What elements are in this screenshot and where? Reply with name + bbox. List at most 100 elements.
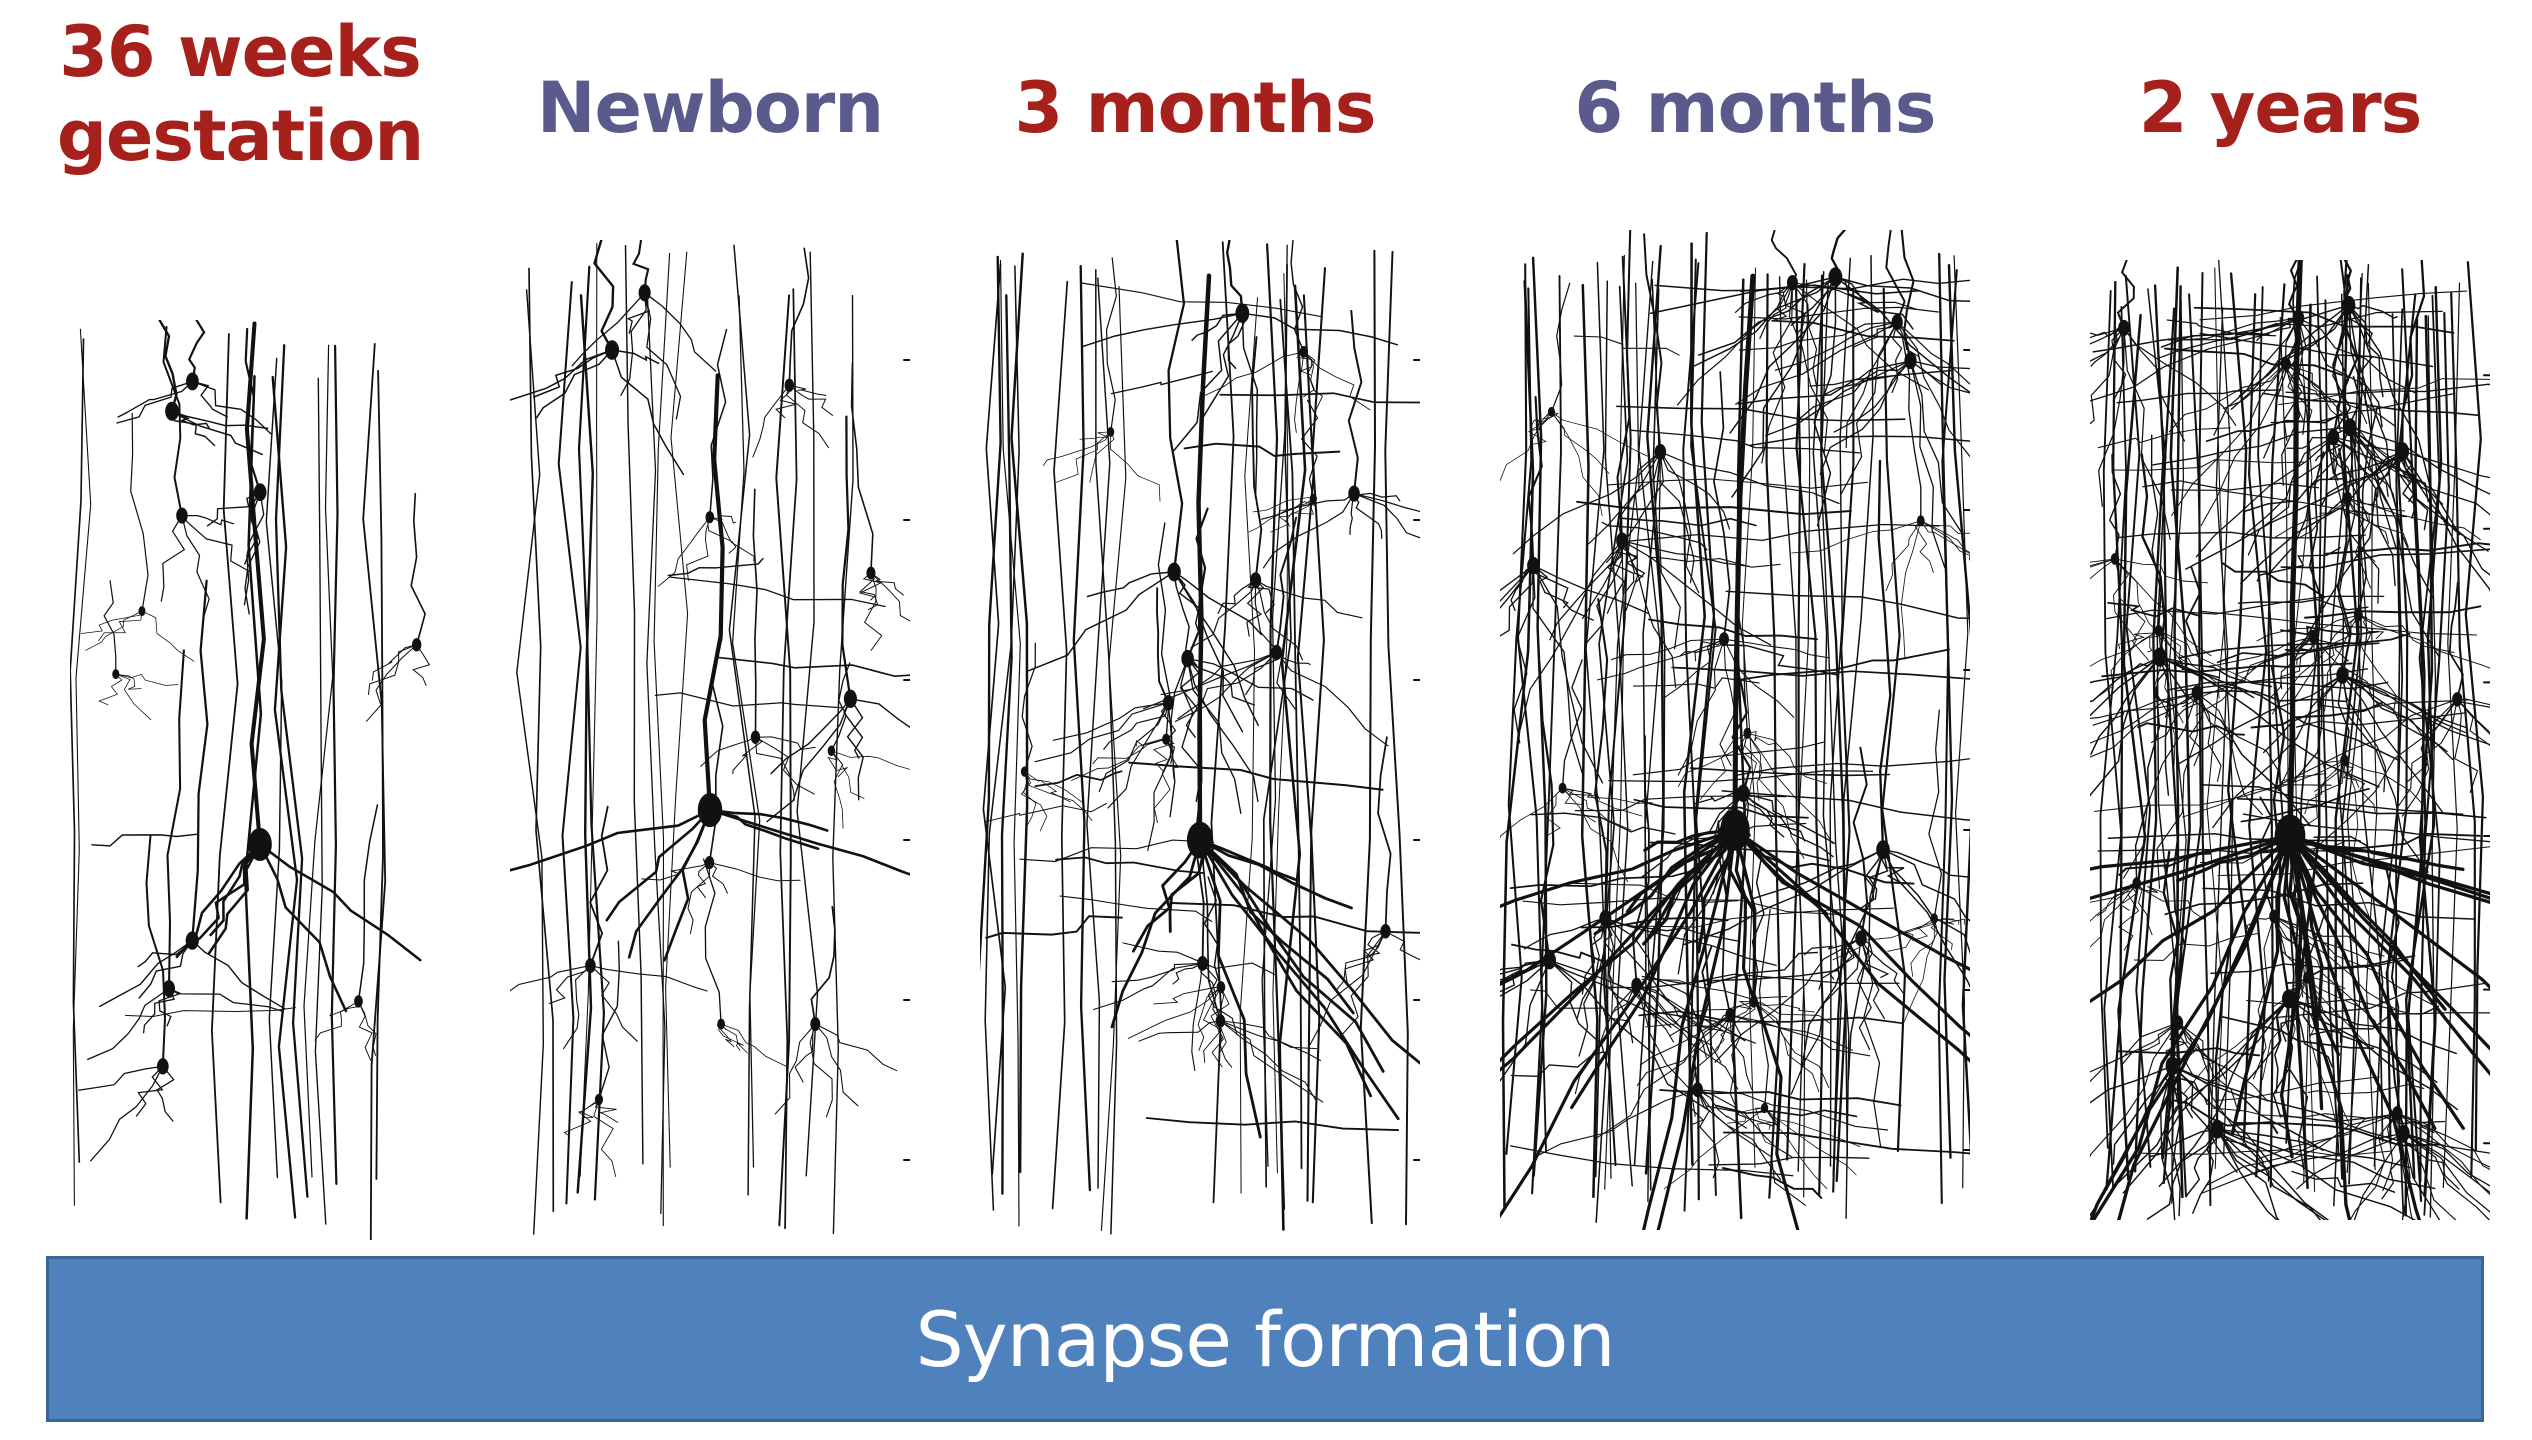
basal-dendrite [171, 410, 216, 447]
apical-dendrite [1616, 230, 1632, 542]
basal-dendrite [2117, 834, 2292, 1220]
basal-dendrite [1262, 492, 1355, 569]
vertical-fiber [265, 357, 283, 1179]
basal-dendrite [2090, 882, 2138, 948]
basal-dendrite [1198, 838, 1400, 1121]
basal-dendrite [589, 965, 708, 992]
basal-dendrite [2288, 834, 2304, 983]
vertical-fiber [731, 295, 761, 1168]
basal-dendrite [687, 862, 711, 935]
basal-dendrite [2297, 317, 2396, 427]
basal-dendrite [1729, 276, 1837, 434]
basal-dendrite [2401, 450, 2430, 503]
basal-dendrite [830, 750, 865, 799]
basal-dendrite [1764, 1107, 1857, 1176]
basal-dendrite [1500, 828, 1737, 909]
basal-dendrite [611, 349, 660, 365]
basal-dendrite [2195, 636, 2314, 716]
basal-dendrite [2159, 1065, 2176, 1220]
basal-dendrite [1143, 651, 1278, 710]
basal-dendrite [2288, 998, 2438, 1084]
vertical-fiber [2442, 282, 2461, 1189]
horizontal-connection [667, 557, 764, 577]
apical-dendrite [2357, 405, 2379, 616]
basal-dendrite [1683, 848, 1884, 946]
basal-dendrite [209, 843, 262, 937]
basal-dendrite [2319, 450, 2404, 509]
vertical-fiber [2357, 264, 2384, 1167]
basal-dendrite [2256, 614, 2359, 642]
basal-dendrite [1086, 571, 1175, 598]
basal-dendrite [1190, 579, 1257, 649]
basal-dendrite [1909, 360, 1964, 536]
vertical-fiber [70, 338, 85, 1163]
basal-dendrite [2153, 630, 2176, 766]
basal-dendrite [1819, 360, 1912, 475]
basal-dendrite [1581, 917, 1607, 995]
apical-dendrite [850, 362, 874, 574]
vertical-fiber [1741, 267, 1757, 1168]
apical-dendrite [598, 940, 620, 1101]
basal-dendrite [2396, 1112, 2490, 1196]
vertical-fiber [2248, 293, 2268, 1178]
basal-dendrite [2273, 915, 2385, 957]
basal-dendrite [1697, 1089, 1772, 1126]
basal-dendrite [788, 384, 834, 416]
basal-dendrite [1353, 492, 1420, 539]
basal-dendrite [2403, 1132, 2441, 1220]
basal-dendrite [2182, 759, 2345, 818]
basal-dendrite [1198, 838, 1373, 1098]
basal-dendrite [2171, 1065, 2194, 1119]
basal-dendrite [2185, 1128, 2219, 1197]
basal-dendrite [168, 987, 284, 1013]
basal-dendrite [2090, 558, 2116, 567]
stage-label-newborn: Newborn [500, 66, 920, 150]
vertical-fiber [999, 259, 1021, 1227]
basal-dendrite [2306, 977, 2346, 989]
apical-dendrite [1196, 273, 1212, 843]
basal-dendrite [1201, 962, 1238, 1036]
horizontal-connection [1607, 478, 1868, 489]
apical-dendrite [1643, 233, 1663, 453]
basal-dendrite [2403, 1132, 2490, 1187]
stage-label-line-1: 2 years [2138, 67, 2423, 149]
basal-dendrite [2285, 363, 2304, 421]
horizontal-connection [2092, 332, 2270, 353]
horizontal-connection [1648, 618, 1818, 641]
apical-dendrite [1167, 240, 1186, 574]
basal-dendrite [510, 965, 591, 992]
basal-dendrite [2171, 1065, 2412, 1145]
basal-dendrite [2353, 1132, 2405, 1220]
basal-dendrite [1523, 917, 1607, 950]
vertical-fiber [1261, 244, 1288, 1167]
basal-dendrite [2285, 363, 2313, 421]
basal-dendrite [1131, 838, 1202, 953]
horizontal-connection [1623, 523, 1940, 543]
basal-dendrite [2240, 450, 2404, 585]
vertical-fiber [72, 328, 92, 1206]
stage-label-line-1: 6 months [1574, 67, 1937, 149]
basal-dendrite [1903, 918, 1935, 1023]
basal-dendrite [708, 808, 829, 832]
horizontal-connection [984, 802, 1107, 823]
basal-dendrite [191, 380, 228, 418]
basal-dendrite [2343, 759, 2376, 813]
vertical-fiber [1010, 252, 1029, 1174]
basal-dendrite [1034, 702, 1169, 763]
basal-dendrite [181, 514, 210, 616]
vertical-fiber [579, 242, 598, 1177]
apical-dendrite [158, 320, 178, 413]
basal-dendrite [90, 1065, 164, 1162]
basal-dendrite [2252, 915, 2275, 1080]
basal-dendrite [1723, 638, 1830, 659]
basal-dendrite [2267, 426, 2351, 576]
basal-dendrite [1690, 1014, 1731, 1102]
basal-dendrite [1500, 564, 1534, 592]
basal-dendrite [1791, 282, 1929, 391]
basal-dendrite [1191, 312, 1244, 341]
basal-dendrite [1261, 492, 1355, 520]
horizontal-connection [1733, 648, 1951, 682]
apical-dendrite [1538, 661, 1555, 962]
basal-dendrite [1746, 732, 1828, 784]
horizontal-connection [1122, 942, 1277, 976]
